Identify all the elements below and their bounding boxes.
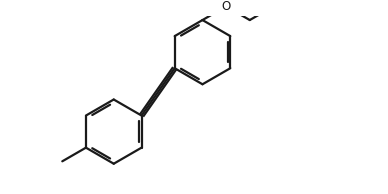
Text: O: O — [222, 0, 231, 13]
